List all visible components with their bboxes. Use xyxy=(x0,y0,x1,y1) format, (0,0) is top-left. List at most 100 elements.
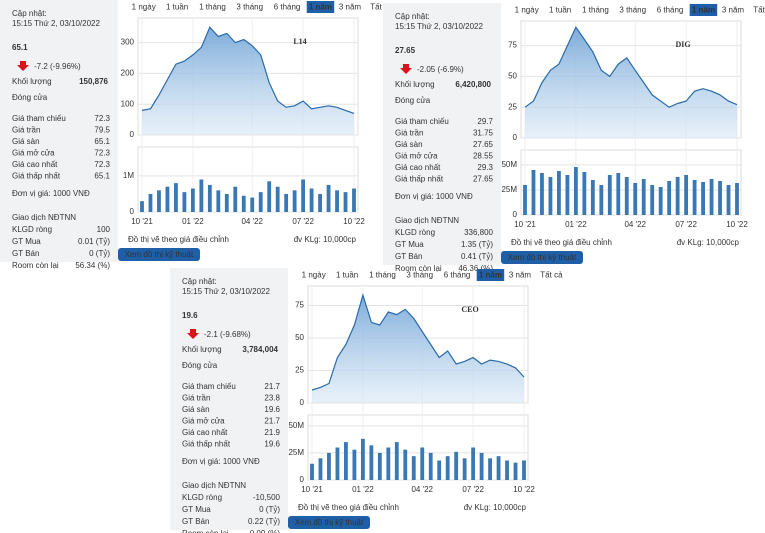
volume-bar xyxy=(437,460,442,480)
period-tab[interactable]: 3 tháng xyxy=(406,271,433,280)
tab-active-bg xyxy=(306,1,335,13)
period-tab[interactable]: 6 tháng xyxy=(444,271,471,280)
period-tab[interactable]: 1 năm xyxy=(479,271,502,280)
stat-value: 65.1 xyxy=(94,172,110,181)
period-tab[interactable]: 1 tuần xyxy=(166,3,188,12)
foreign-value: -0.09 (%) xyxy=(247,529,280,533)
volume-bar xyxy=(531,170,536,215)
y-tick-label: 0 xyxy=(513,210,518,219)
x-tick-label: 07 '22 xyxy=(462,485,484,494)
y-tick-label: 50 xyxy=(295,333,304,342)
volume-bar xyxy=(565,175,570,215)
volume-bar xyxy=(616,173,621,215)
period-tab[interactable]: 3 tháng xyxy=(619,6,646,15)
stat-label: Giá mở cửa xyxy=(12,149,55,158)
tech-chart-button[interactable]: Xem đồ thị kỹ thuật xyxy=(125,250,194,259)
foreign-label: GT Mua xyxy=(182,505,211,514)
updated-label: Cập nhật: xyxy=(395,12,430,21)
stat-value: 29.3 xyxy=(477,163,493,172)
stat-value: 21.7 xyxy=(264,417,280,426)
volume-bar xyxy=(352,449,357,480)
period-tab[interactable]: 1 năm xyxy=(692,6,715,15)
down-arrow xyxy=(187,329,199,339)
x-tick-label: 01 '22 xyxy=(352,485,374,494)
volume-bar xyxy=(335,190,339,212)
tech-chart-button-bg[interactable] xyxy=(118,248,200,261)
period-tab[interactable]: 6 tháng xyxy=(274,3,301,12)
volume-bar xyxy=(726,185,731,215)
foreign-label: GT Bán xyxy=(182,517,209,526)
volume-bar xyxy=(216,190,221,212)
period-tab[interactable]: 1 tuần xyxy=(336,271,358,280)
price-area xyxy=(525,27,737,139)
period-tab[interactable]: 1 ngày xyxy=(132,3,156,12)
volume-bar xyxy=(335,447,340,480)
updated-time: 15:15 Thứ 2, 03/10/2022 xyxy=(12,19,100,28)
volume-bar xyxy=(344,442,348,480)
period-tab[interactable]: 6 tháng xyxy=(657,6,684,15)
volume-bar xyxy=(386,447,391,480)
period-tab[interactable]: 1 ngày xyxy=(302,271,326,280)
volume-bar xyxy=(411,456,416,480)
x-tick-label: 10 '22 xyxy=(513,485,535,494)
period-tab[interactable]: 1 ngày xyxy=(515,6,539,15)
x-tick-label: 04 '22 xyxy=(241,217,263,226)
x-tick-label: 10 '22 xyxy=(726,220,748,229)
volume-bar xyxy=(394,442,399,480)
period-tab[interactable]: 3 năm xyxy=(722,6,745,15)
period-tab[interactable]: Tất cả xyxy=(753,6,765,15)
foreign-value: 100 xyxy=(97,225,111,234)
foreign-value: 0 (Tỷ) xyxy=(259,505,280,514)
volume-bar xyxy=(140,201,144,212)
updated-label: Cập nhật: xyxy=(12,9,47,18)
volume-bar xyxy=(343,192,348,212)
stat-value: 79.5 xyxy=(94,126,110,135)
tech-chart-button-bg[interactable] xyxy=(288,516,370,529)
tech-chart-button-bg[interactable] xyxy=(501,251,583,264)
volume-bar xyxy=(658,187,663,215)
stat-value: 19.6 xyxy=(264,440,280,449)
volume-bar xyxy=(607,175,612,215)
stat-label: Giá cao nhất xyxy=(395,163,441,172)
tech-chart-button[interactable]: Xem đồ thị kỹ thuật xyxy=(508,253,577,262)
stock-panel: Cập nhật:15:15 Thứ 2, 03/10/2022 19.6 -2.1… xyxy=(170,268,563,533)
volume-bar xyxy=(327,452,331,480)
volume-bar xyxy=(522,460,526,480)
y-tick-label: 100 xyxy=(121,99,135,108)
volume-label: Khối lượng xyxy=(12,77,52,86)
x-tick-label: 10 '22 xyxy=(343,217,365,226)
foreign-value: 0 (Tỷ) xyxy=(89,249,110,258)
period-tab[interactable]: 1 tháng xyxy=(369,271,396,280)
stat-value: 27.65 xyxy=(473,140,494,149)
stat-label: Giá tham chiếu xyxy=(12,114,66,123)
period-tab[interactable]: Tất cả xyxy=(370,3,393,12)
stat-label: Giá cao nhất xyxy=(182,428,228,437)
volume-bar xyxy=(523,185,527,215)
period-tab[interactable]: 1 tháng xyxy=(582,6,609,15)
updated-time: 15:15 Thứ 2, 03/10/2022 xyxy=(395,22,483,31)
period-tab[interactable]: 1 năm xyxy=(309,3,332,12)
y-tick-label: 50M xyxy=(501,160,517,169)
period-tab[interactable]: 3 tháng xyxy=(236,3,263,12)
period-tab[interactable]: Tất cả xyxy=(540,271,563,280)
volume-bar xyxy=(650,185,655,215)
stock-panel: Cập nhật:15:15 Thứ 2, 03/10/2022 27.65 -2.… xyxy=(383,3,765,273)
volume-bar xyxy=(505,460,509,480)
volume-bar xyxy=(590,180,595,215)
period-tab[interactable]: 3 năm xyxy=(339,3,362,12)
stat-label: Giá thấp nhất xyxy=(12,172,61,181)
x-tick-label: 07 '22 xyxy=(675,220,697,229)
period-tab[interactable]: 3 năm xyxy=(509,271,532,280)
period-tab[interactable]: 1 tháng xyxy=(199,3,226,12)
stat-label: Giá tham chiếu xyxy=(182,382,236,391)
volume-plot-frame xyxy=(307,414,529,481)
volume-bar xyxy=(548,177,553,215)
volume-bar xyxy=(462,458,467,480)
x-tick-label: 10 '21 xyxy=(301,485,323,494)
status: Đóng cửa xyxy=(12,93,48,102)
y-tick-label: 0 xyxy=(130,130,135,139)
tech-chart-button[interactable]: Xem đồ thị kỹ thuật xyxy=(295,518,364,527)
period-tab[interactable]: 1 tuần xyxy=(549,6,571,15)
volume-bar xyxy=(488,458,492,480)
stat-label: Giá trần xyxy=(12,126,40,135)
